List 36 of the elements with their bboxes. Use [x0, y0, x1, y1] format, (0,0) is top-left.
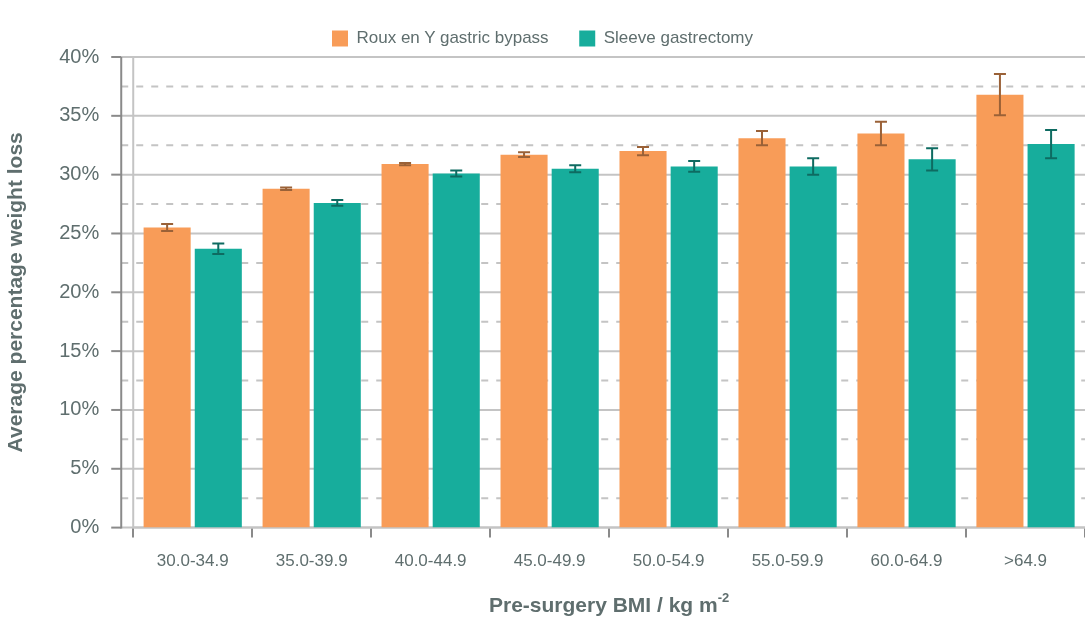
- bar: [908, 159, 956, 528]
- y-tick-label: 20%: [59, 279, 100, 302]
- bar: [738, 138, 786, 528]
- x-tick-label: 50.0-54.9: [632, 551, 705, 571]
- y-tick-label: 15%: [59, 338, 100, 361]
- bar: [313, 202, 361, 528]
- bar: [432, 173, 480, 528]
- bar: [143, 227, 191, 528]
- legend-label: Roux en Y gastric bypass: [356, 28, 549, 48]
- x-tick-label: 55.0-59.9: [751, 551, 824, 571]
- x-tick-label: 60.0-64.9: [870, 551, 943, 571]
- bar: [262, 188, 310, 528]
- bar: [789, 166, 837, 528]
- y-tick-label: 5%: [70, 456, 100, 479]
- legend-label: Sleeve gastrectomy: [603, 28, 754, 48]
- bar: [976, 94, 1024, 528]
- bar: [619, 151, 667, 528]
- x-tick-label: >64.9: [1004, 551, 1048, 571]
- y-tick-label: 40%: [59, 44, 100, 67]
- y-tick-label: 35%: [59, 103, 100, 126]
- y-tick-label: 30%: [59, 162, 100, 185]
- y-tick-label: 25%: [59, 220, 100, 243]
- y-axis-title: Average percentage weight loss: [3, 132, 27, 453]
- bar: [551, 168, 599, 528]
- y-tick-label: 0%: [70, 515, 100, 538]
- x-tick-label: 35.0-39.9: [275, 551, 348, 571]
- bar: [670, 166, 718, 528]
- x-tick-label: 45.0-49.9: [513, 551, 586, 571]
- bar: [857, 133, 905, 528]
- bar: [381, 164, 429, 528]
- x-tick-label: 40.0-44.9: [394, 551, 467, 571]
- x-tick-label: 30.0-34.9: [156, 551, 229, 571]
- bar: [500, 154, 548, 528]
- bar: [194, 248, 242, 528]
- y-tick-label: 10%: [59, 397, 100, 420]
- bar: [1027, 144, 1075, 528]
